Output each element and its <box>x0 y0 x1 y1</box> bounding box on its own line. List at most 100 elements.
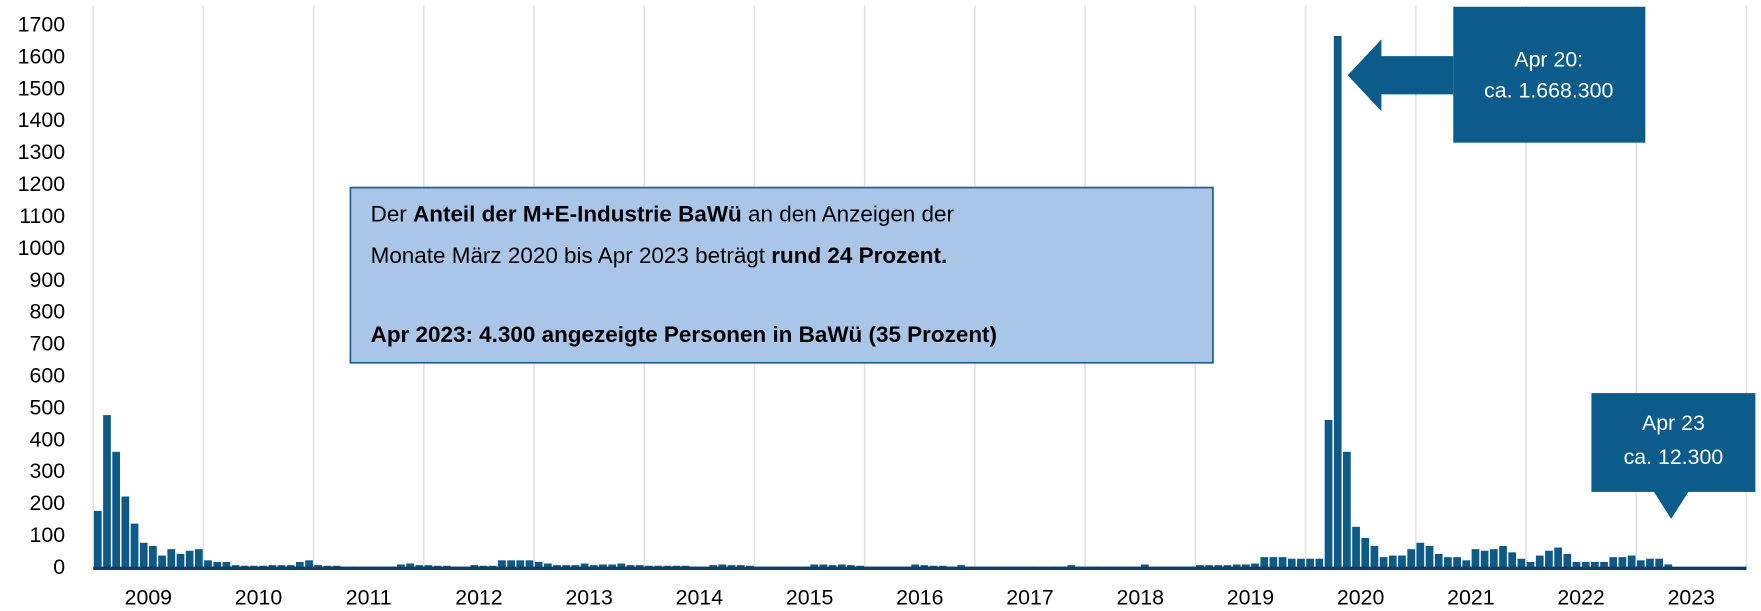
y-tick-label: 300 <box>30 459 66 483</box>
bar <box>1499 545 1507 569</box>
x-tick-label: 2016 <box>896 585 943 609</box>
bar <box>167 549 176 569</box>
bar <box>1600 561 1608 569</box>
bar <box>543 563 552 569</box>
x-tick-label: 2021 <box>1447 585 1494 609</box>
annotation-text: Monate März 2020 bis Apr 2023 beträgt ru… <box>371 243 948 268</box>
bar <box>1664 564 1673 569</box>
bar <box>1278 557 1287 569</box>
bar <box>158 555 166 569</box>
x-tick-label: 2013 <box>565 585 612 609</box>
annotation-segment: Der <box>371 202 413 227</box>
bar <box>194 549 203 569</box>
bar <box>1232 564 1241 569</box>
y-tick-label: 400 <box>30 427 66 451</box>
annotation-segment: Monate März 2020 bis Apr 2023 beträgt <box>371 243 772 268</box>
callout-pointer <box>1653 490 1690 519</box>
bar <box>112 451 121 569</box>
bar <box>1508 552 1517 569</box>
x-tick-label: 2014 <box>676 585 724 609</box>
bar <box>1388 555 1397 569</box>
annotation-text: Der Anteil der M+E-Industrie BaWü an den… <box>371 202 955 227</box>
x-tick-label: 2018 <box>1117 585 1164 609</box>
annotation-segment: Apr 2023: 4.300 angezeigte Personen in B… <box>371 322 997 347</box>
y-tick-label: 1400 <box>18 108 66 132</box>
bar <box>525 560 534 569</box>
y-tick-label: 1500 <box>18 76 66 100</box>
callout-text: ca. 12.300 <box>1624 445 1724 469</box>
bar <box>1655 558 1664 569</box>
bar <box>1241 564 1250 569</box>
bar <box>1287 558 1296 569</box>
bar <box>837 564 846 569</box>
bar <box>599 564 607 569</box>
x-tick-label: 2019 <box>1227 585 1274 609</box>
annotation-text: Apr 2023: 4.300 angezeigte Personen in B… <box>371 322 997 347</box>
bar <box>1627 555 1636 569</box>
bar <box>1572 561 1581 569</box>
bar <box>1480 550 1489 569</box>
bar <box>1444 557 1452 569</box>
bar <box>406 563 414 569</box>
bar <box>1343 451 1351 569</box>
bar <box>1324 419 1333 569</box>
bar <box>1352 526 1360 569</box>
bar <box>305 560 313 569</box>
bar <box>1489 549 1498 569</box>
bar <box>139 542 148 569</box>
y-tick-label: 800 <box>30 300 66 324</box>
y-tick-label: 1100 <box>19 204 65 228</box>
y-tick-label: 200 <box>30 491 66 515</box>
x-tick-label: 2012 <box>455 585 502 609</box>
y-tick-label: 1200 <box>18 172 66 196</box>
y-tick-label: 1000 <box>18 236 66 260</box>
bar <box>1333 35 1342 569</box>
callout-arrow <box>1347 39 1454 112</box>
bar <box>204 560 212 569</box>
bar <box>1398 555 1406 569</box>
bar <box>397 564 405 569</box>
x-tick-label: 2015 <box>786 585 833 609</box>
bar <box>507 560 515 569</box>
bar <box>1416 542 1425 569</box>
bar <box>222 561 231 569</box>
bar <box>1563 553 1572 569</box>
bar <box>149 545 157 569</box>
bar <box>103 415 111 569</box>
bar <box>213 561 222 569</box>
bar <box>1471 549 1480 569</box>
x-tick-label: 2020 <box>1337 585 1385 609</box>
bar <box>1260 557 1269 569</box>
callout-text: Apr 20: <box>1514 47 1583 71</box>
bar <box>1306 558 1315 569</box>
bar <box>1591 561 1599 569</box>
bar <box>1526 561 1535 569</box>
bar <box>1462 560 1471 569</box>
bar <box>1618 557 1627 569</box>
x-tick-label: 2009 <box>125 585 172 609</box>
bar <box>1251 563 1259 569</box>
y-tick-label: 1700 <box>18 12 66 36</box>
annotation-segment: an den Anzeigen der <box>742 202 955 227</box>
bar <box>93 510 102 569</box>
x-tick-label: 2023 <box>1668 585 1715 609</box>
bar <box>1315 558 1324 569</box>
annotation-box <box>349 186 1214 364</box>
bar <box>185 550 194 569</box>
y-tick-label: 600 <box>30 363 66 387</box>
y-tick-label: 900 <box>30 268 66 292</box>
y-tick-label: 1300 <box>18 140 66 164</box>
bar <box>1425 545 1434 569</box>
bar <box>498 560 506 569</box>
bar <box>1361 537 1370 569</box>
bar <box>1535 555 1544 569</box>
bar <box>1297 558 1305 569</box>
bar <box>1636 560 1645 569</box>
x-tick-label: 2017 <box>1006 585 1053 609</box>
bar <box>176 553 185 569</box>
bar <box>819 564 828 569</box>
callout-text: Apr 23 <box>1642 411 1705 435</box>
y-tick-label: 100 <box>30 523 66 547</box>
bar <box>296 561 304 569</box>
